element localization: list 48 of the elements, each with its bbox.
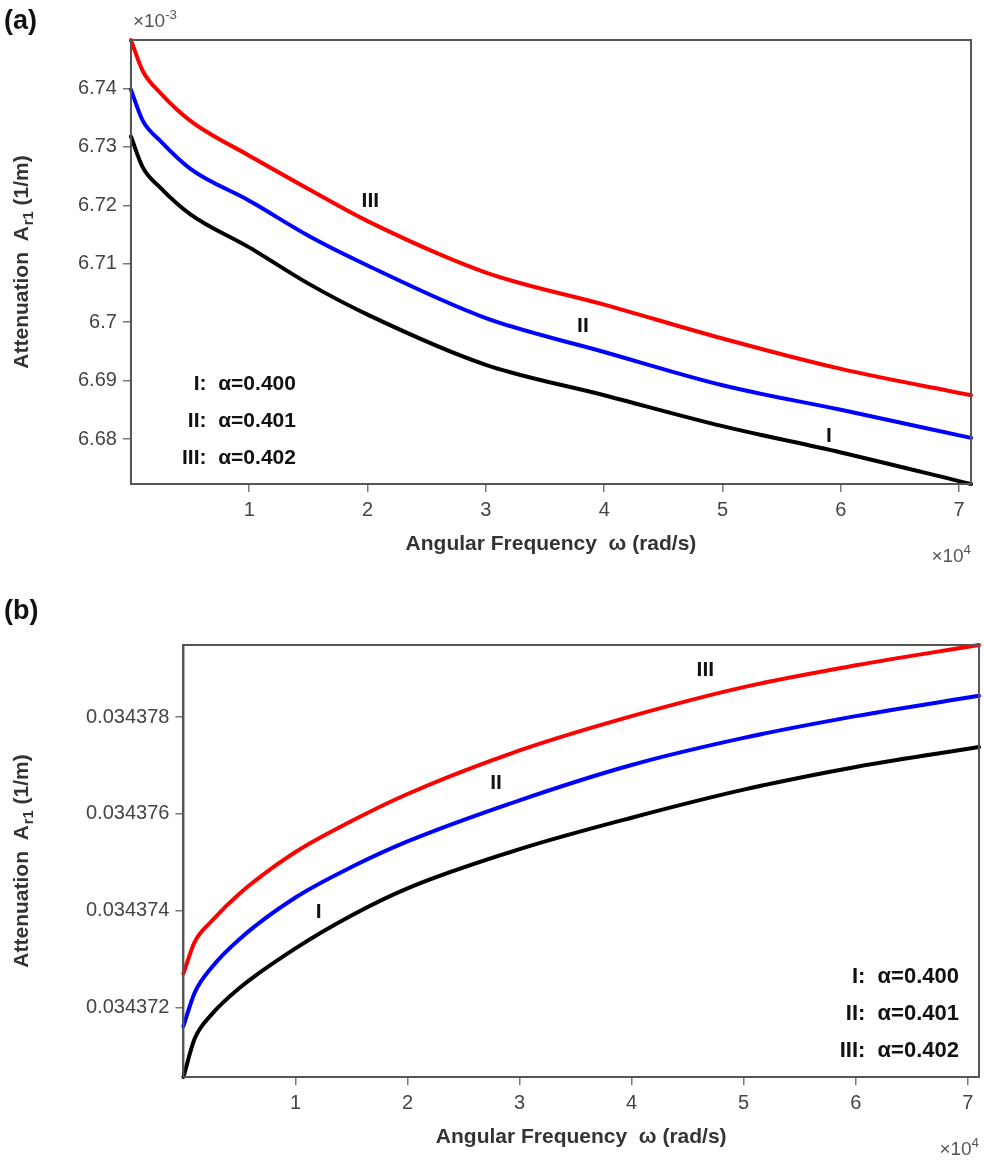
x-tick-label: 7: [962, 1090, 974, 1113]
x-axis-title: Angular Frequency ω (rad/s): [435, 1123, 727, 1147]
x-tick-label: 3: [514, 1090, 526, 1113]
y-tick-label: 0.034378: [86, 704, 170, 727]
line-series: [128, 134, 973, 486]
y-axis-title: Attenuation Ar1 (1/m): [8, 155, 37, 369]
line-series: [181, 745, 981, 1079]
x-tick-label: 2: [362, 497, 374, 520]
y-tick-label: 6.74: [77, 76, 117, 99]
x-tick-label: 4: [626, 1090, 638, 1113]
x-tick-label: 4: [598, 497, 610, 520]
line-series: [128, 87, 973, 440]
y-tick-label: 6.73: [77, 134, 117, 157]
annotation: II: α=0.401: [845, 1000, 959, 1026]
annotation: I: α=0.400: [851, 963, 959, 989]
annotation: III: α=0.402: [839, 1037, 960, 1063]
annotation: I: α=0.400: [193, 370, 296, 394]
y-tick-label: 0.034376: [86, 801, 170, 824]
y-axis-title: Attenuation Ar1 (1/m): [8, 754, 37, 968]
y-tick-label: 6.68: [77, 426, 117, 449]
y-tick-label: 6.69: [77, 368, 117, 391]
y-tick-label: 6.72: [77, 192, 117, 215]
y-tick-label: 6.71: [77, 251, 117, 274]
x-tick-label: 6: [835, 497, 847, 520]
y-tick-label: 0.034374: [86, 898, 170, 921]
annotation: II: [577, 313, 589, 337]
annotation: III: α=0.402: [182, 444, 296, 468]
annotation: I: [826, 422, 832, 446]
x-tick-label: 7: [953, 497, 965, 520]
annotation: III: [361, 187, 380, 211]
x-axis-title: Angular Frequency ω (rad/s): [405, 530, 697, 554]
annotation: III: [696, 657, 715, 681]
x-tick-label: 5: [716, 497, 729, 520]
x-tick-label: 3: [480, 497, 492, 520]
chart-title: (b): [4, 595, 39, 626]
annotation: I: [315, 898, 322, 922]
line-series: [181, 693, 981, 1029]
y-tick-label: 6.7: [89, 309, 117, 332]
x-tick-label: 1: [289, 1090, 302, 1113]
x-tick-label: 5: [738, 1090, 750, 1113]
x-tick-label: 6: [850, 1090, 862, 1113]
y-tick-label: 0.034372: [86, 994, 170, 1017]
annotation: II: [490, 769, 502, 793]
annotation: II: α=0.401: [187, 407, 297, 431]
chart-title: (a): [4, 5, 37, 36]
x-tick-label: 1: [243, 497, 255, 520]
x-tick-label: 2: [401, 1090, 414, 1113]
line-series: [128, 38, 973, 398]
